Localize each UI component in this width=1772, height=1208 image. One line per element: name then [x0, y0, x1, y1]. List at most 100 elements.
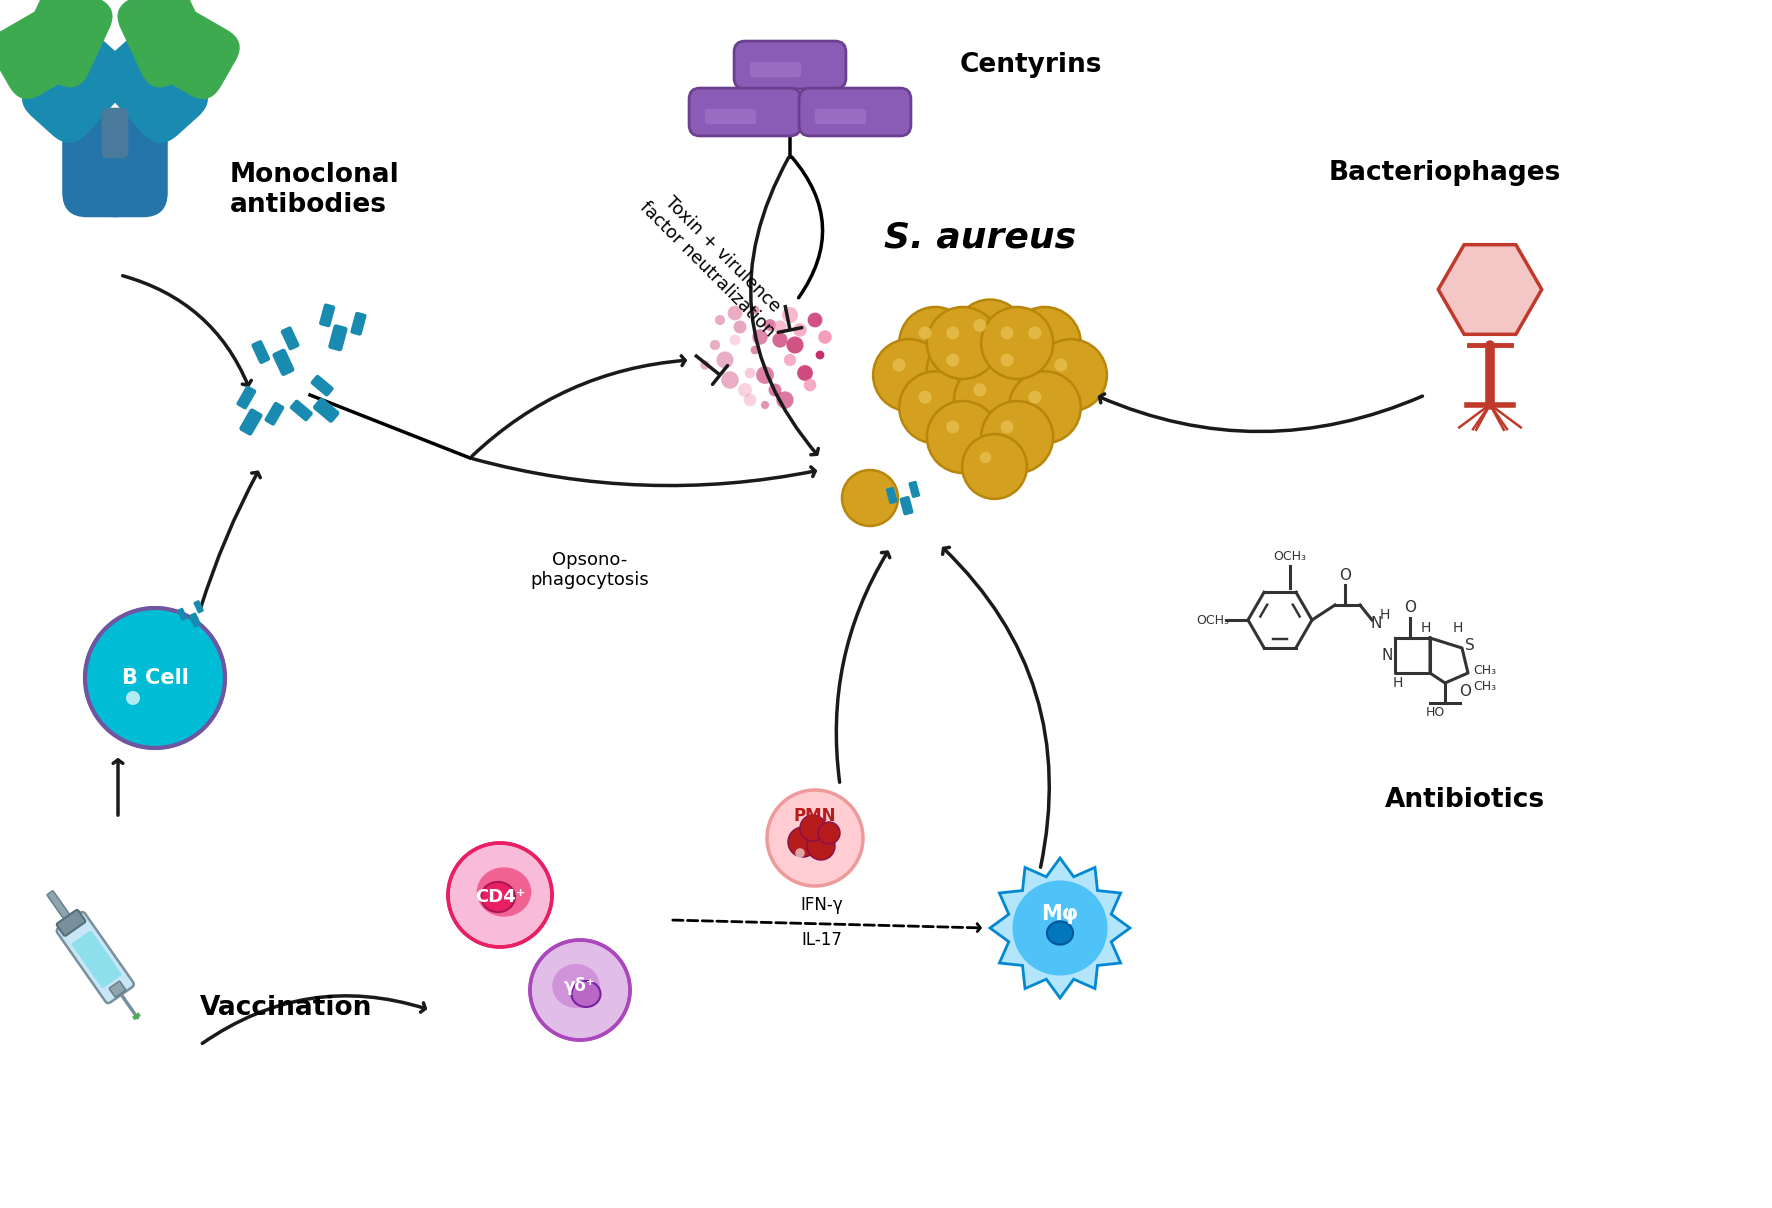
Text: O: O [1340, 568, 1350, 582]
Circle shape [973, 319, 987, 332]
Circle shape [760, 401, 769, 410]
Text: γδ⁺: γδ⁺ [563, 977, 595, 995]
Polygon shape [1439, 245, 1542, 335]
Ellipse shape [572, 981, 601, 1007]
Ellipse shape [482, 882, 516, 912]
Circle shape [946, 354, 959, 366]
FancyBboxPatch shape [319, 303, 335, 327]
Circle shape [783, 354, 796, 366]
Circle shape [842, 470, 898, 525]
Circle shape [751, 306, 760, 314]
Circle shape [789, 827, 819, 856]
FancyBboxPatch shape [101, 108, 128, 158]
Text: Vaccination: Vaccination [200, 995, 372, 1021]
Circle shape [799, 815, 826, 841]
Circle shape [980, 452, 991, 463]
Text: H: H [1380, 608, 1391, 622]
Circle shape [753, 330, 767, 344]
Ellipse shape [161, 675, 209, 721]
FancyBboxPatch shape [97, 31, 207, 143]
Text: HO: HO [1425, 707, 1444, 720]
FancyBboxPatch shape [62, 112, 140, 217]
Text: Opsono-
phagocytosis: Opsono- phagocytosis [530, 551, 649, 590]
Circle shape [808, 313, 822, 327]
Text: CD4⁺: CD4⁺ [475, 888, 525, 906]
FancyBboxPatch shape [705, 109, 757, 124]
FancyBboxPatch shape [110, 981, 126, 997]
Circle shape [734, 320, 746, 333]
Circle shape [787, 337, 803, 354]
Circle shape [918, 326, 932, 339]
Text: Centyrins: Centyrins [960, 52, 1102, 79]
Text: N: N [1370, 616, 1382, 632]
Circle shape [1008, 307, 1081, 379]
FancyBboxPatch shape [71, 931, 122, 988]
Circle shape [927, 307, 999, 379]
FancyBboxPatch shape [48, 890, 74, 927]
Circle shape [1008, 371, 1081, 443]
FancyBboxPatch shape [57, 910, 85, 936]
FancyBboxPatch shape [328, 324, 347, 352]
FancyBboxPatch shape [351, 312, 367, 336]
Circle shape [126, 691, 140, 705]
Circle shape [716, 352, 734, 368]
FancyBboxPatch shape [886, 487, 898, 504]
Circle shape [764, 319, 776, 331]
Circle shape [721, 371, 739, 389]
Circle shape [700, 360, 709, 370]
FancyBboxPatch shape [239, 408, 262, 436]
Text: S: S [1465, 639, 1474, 654]
FancyBboxPatch shape [252, 339, 269, 364]
Circle shape [819, 821, 840, 844]
FancyBboxPatch shape [135, 1, 239, 99]
Circle shape [773, 320, 787, 333]
FancyBboxPatch shape [799, 88, 911, 137]
FancyBboxPatch shape [236, 385, 257, 410]
Circle shape [796, 848, 804, 858]
Circle shape [953, 300, 1026, 372]
Text: Toxin + virulence
factor neutralization: Toxin + virulence factor neutralization [636, 184, 794, 341]
Circle shape [982, 307, 1053, 379]
Circle shape [806, 832, 835, 860]
Circle shape [982, 401, 1053, 474]
Circle shape [804, 379, 817, 391]
Text: PMN: PMN [794, 807, 836, 825]
Circle shape [711, 339, 719, 350]
Text: OCH₃: OCH₃ [1274, 550, 1306, 563]
FancyBboxPatch shape [900, 496, 914, 516]
Circle shape [815, 350, 824, 360]
FancyBboxPatch shape [815, 109, 867, 124]
Circle shape [1001, 420, 1014, 434]
FancyBboxPatch shape [734, 41, 845, 89]
Ellipse shape [1047, 922, 1074, 945]
Circle shape [773, 332, 787, 348]
Circle shape [767, 790, 863, 885]
Text: H: H [1453, 621, 1464, 635]
Circle shape [85, 608, 225, 748]
Circle shape [744, 394, 757, 406]
Text: H: H [1421, 621, 1432, 635]
Text: CH₃: CH₃ [1474, 679, 1497, 692]
Circle shape [973, 383, 987, 396]
FancyBboxPatch shape [21, 31, 133, 143]
FancyBboxPatch shape [190, 612, 200, 628]
FancyBboxPatch shape [314, 397, 340, 423]
Text: S. aureus: S. aureus [884, 221, 1076, 255]
Text: O: O [1403, 600, 1416, 616]
Circle shape [714, 315, 725, 325]
Text: Mφ: Mφ [1042, 904, 1079, 924]
Circle shape [794, 324, 806, 337]
Circle shape [85, 608, 225, 748]
Polygon shape [991, 858, 1131, 998]
Text: H: H [1393, 676, 1403, 690]
Circle shape [953, 364, 1026, 436]
FancyBboxPatch shape [18, 0, 113, 87]
Circle shape [737, 383, 751, 397]
FancyBboxPatch shape [750, 62, 801, 77]
Circle shape [962, 434, 1028, 499]
Text: N: N [1382, 647, 1393, 662]
Circle shape [530, 940, 631, 1040]
Circle shape [776, 391, 794, 408]
Circle shape [946, 326, 959, 339]
Circle shape [797, 365, 813, 381]
